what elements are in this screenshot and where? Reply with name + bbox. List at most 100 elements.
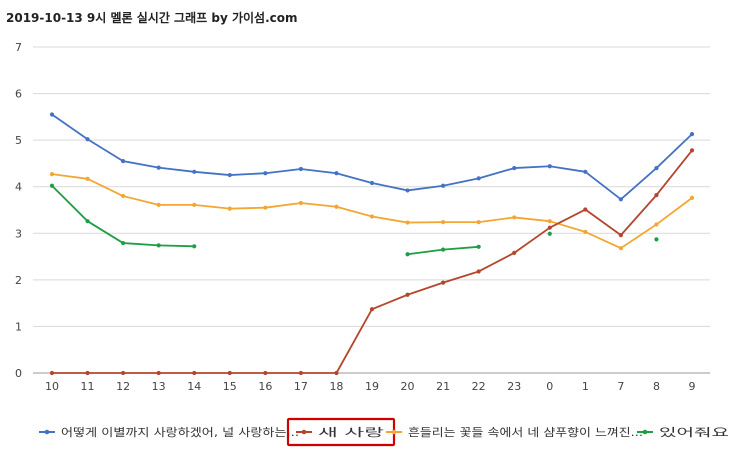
data-point [85,219,90,224]
legend-label: 어떻게 이별까지 사랑하겠어, 널 사랑하는... [61,425,299,439]
legend-item[interactable]: 새 사랑 [286,417,396,447]
data-point [334,171,339,176]
data-point [298,166,303,172]
data-point [49,370,55,376]
y-tick-label: 1 [15,320,22,333]
data-point [405,220,410,225]
legend-label: 새 사랑 [318,426,384,439]
data-point [547,225,552,230]
data-point [156,243,161,248]
legend-label: 흔들리는 꽃들 속에서 네 샴푸향이 느껴진... [408,426,643,439]
data-point [654,192,659,198]
x-tick-label: 10 [45,380,59,393]
data-point [298,370,303,376]
data-point [227,206,232,211]
data-point [156,370,161,376]
data-point [654,165,659,171]
legend-swatch-dot [44,429,50,435]
gridlines [33,46,710,374]
x-tick-label: 22 [472,380,486,393]
x-tick-label: 18 [329,380,343,393]
data-point [512,215,517,220]
y-tick-label: 7 [15,41,22,54]
series-1 [49,112,695,202]
data-point [192,370,197,376]
data-point [689,131,695,137]
legend-item[interactable]: 있어줘요 [637,426,729,439]
data-point [618,197,623,202]
y-tick-label: 4 [15,181,22,194]
data-point [263,171,268,176]
legend-item[interactable]: 흔들리는 꽃들 속에서 네 샴푸향이 느껴진... [386,426,643,439]
x-tick-label: 19 [365,380,379,393]
data-point [583,169,588,174]
data-point [263,370,268,376]
x-tick-label: 16 [258,380,272,393]
data-point [689,148,695,153]
x-tick-label: 17 [294,380,308,393]
data-point [547,231,552,236]
x-tick-label: 14 [187,380,201,393]
series-group [49,112,695,376]
legend-label: 있어줘요 [659,426,729,439]
chart-title: 2019-10-13 9시 멜론 실시간 그래프 by 가이섬.com [6,10,298,25]
y-tick-label: 6 [15,88,22,101]
data-point [121,159,126,164]
data-point [156,165,161,170]
x-tick-label: 12 [116,380,130,393]
x-tick-label: 8 [653,380,660,393]
data-point [192,244,197,249]
data-point [476,269,481,274]
data-point [227,370,232,376]
data-point [654,222,659,227]
data-point [405,188,410,193]
data-point [405,292,410,297]
x-tick-label: 13 [152,380,166,393]
data-point [192,169,197,174]
data-point [654,237,659,242]
data-point [156,202,161,207]
x-tick-label: 20 [401,380,415,393]
data-point [85,370,90,376]
legend-swatch-dot [642,429,648,435]
series-2 [49,148,695,376]
legend-item[interactable]: 어떻게 이별까지 사랑하겠어, 널 사랑하는... [39,425,299,439]
data-point [476,220,481,225]
data-point [85,137,90,142]
x-tick-label: 9 [689,380,696,393]
series-3 [49,172,695,251]
data-point [618,233,623,238]
data-point [334,204,339,209]
x-axis-ticks: 10 11 12 13 14 15 16 17 18 19 20 21 22 23 0 1 7 8 9 [45,380,696,393]
data-point [49,172,55,177]
data-point [583,207,588,212]
y-tick-label: 2 [15,274,22,287]
x-tick-label: 23 [507,380,521,393]
data-point [85,176,90,181]
data-point [405,252,410,257]
data-point [121,193,126,199]
legend-swatch-dot [301,429,307,435]
series-4 [49,183,659,257]
x-tick-label: 0 [546,380,553,393]
data-point [298,200,303,206]
y-tick-label: 3 [15,227,22,240]
data-point [263,205,268,210]
data-point [583,229,588,234]
data-point [121,240,126,246]
series-line [51,173,693,250]
y-tick-label: 0 [15,367,22,380]
data-point [476,176,481,181]
data-point [547,164,552,169]
y-axis-ticks: 0 1 2 3 4 5 6 7 [15,41,22,380]
data-point [49,112,55,117]
data-point [618,246,623,251]
data-point [547,219,552,224]
data-point [227,172,232,178]
y-tick-label: 5 [15,134,22,147]
data-point [512,165,517,171]
data-point [441,220,446,225]
data-point [441,280,446,285]
